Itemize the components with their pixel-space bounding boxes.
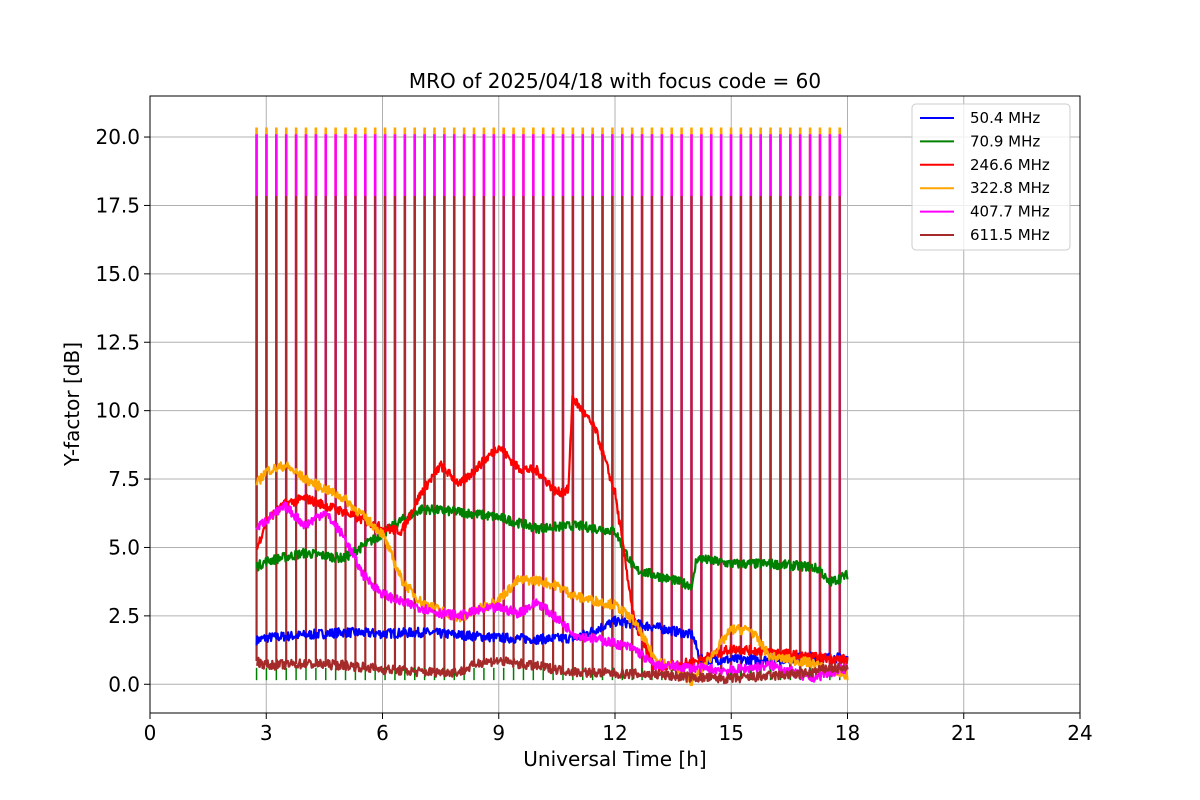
legend-label: 407.7 MHz bbox=[970, 203, 1050, 221]
legend: 50.4 MHz 70.9 MHz 246.6 MHz 322.8 MHz 407.7… bbox=[911, 103, 1071, 251]
legend-label: 611.5 MHz bbox=[970, 226, 1050, 244]
x-tick-label: 18 bbox=[835, 721, 860, 745]
y-tick-label: 12.5 bbox=[95, 330, 140, 354]
x-tick-label: 21 bbox=[951, 721, 976, 745]
series-line bbox=[255, 461, 849, 687]
legend-label: 322.8 MHz bbox=[970, 179, 1050, 197]
y-tick-label: 15.0 bbox=[95, 262, 140, 286]
x-tick-label: 3 bbox=[260, 721, 273, 745]
y-tick-label: 5.0 bbox=[108, 535, 140, 559]
x-tick-label: 6 bbox=[376, 721, 389, 745]
y-tick-label: 2.5 bbox=[108, 604, 140, 628]
x-tick-label: 0 bbox=[144, 721, 157, 745]
x-tick-label: 9 bbox=[492, 721, 505, 745]
series-line bbox=[255, 615, 849, 666]
series-line bbox=[256, 394, 849, 673]
series-line bbox=[255, 504, 849, 591]
chart-title: MRO of 2025/04/18 with focus code = 60 bbox=[409, 69, 821, 93]
x-tick-label: 12 bbox=[602, 721, 627, 745]
x-axis-label: Universal Time [h] bbox=[523, 747, 706, 771]
legend-label: 246.6 MHz bbox=[970, 156, 1050, 174]
series-line bbox=[255, 656, 849, 685]
y-tick-label: 17.5 bbox=[95, 193, 140, 217]
y-tick-label: 20.0 bbox=[95, 125, 140, 149]
y-axis-label: Y-factor [dB] bbox=[60, 342, 84, 467]
series-line bbox=[255, 501, 849, 683]
series-lines bbox=[255, 394, 849, 687]
y-tick-label: 7.5 bbox=[108, 467, 140, 491]
x-tick-label: 24 bbox=[1067, 721, 1092, 745]
y-tick-label: 10.0 bbox=[95, 399, 140, 423]
legend-label: 50.4 MHz bbox=[970, 109, 1040, 127]
axis-ticks: 0 3 6 9 12 15 18 21 24 0.0 2.5 5.0 7.5 10.0 12.5 15.0 17… bbox=[95, 125, 1092, 745]
x-tick-label: 15 bbox=[719, 721, 744, 745]
legend-label: 70.9 MHz bbox=[970, 132, 1040, 150]
y-tick-label: 0.0 bbox=[108, 672, 140, 696]
